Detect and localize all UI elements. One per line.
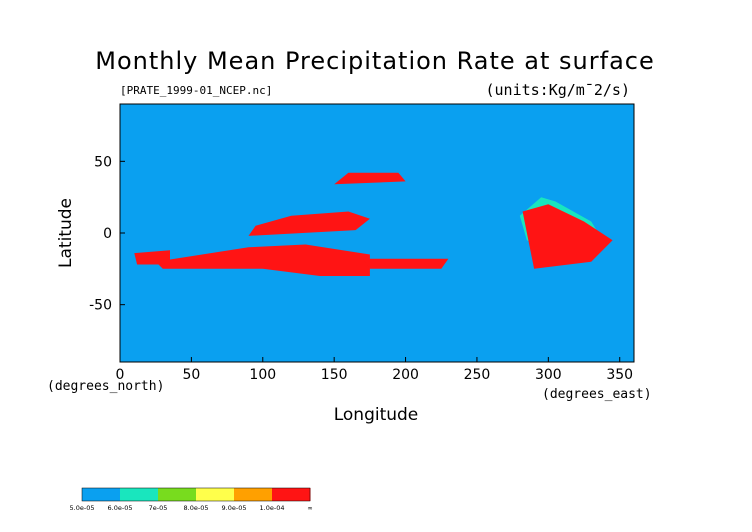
colorbar: 5.0e-05 6.0e-05 7e-05 8.0e-05 9.0e-05 1.0e-04… (70, 487, 313, 512)
x-tick-label-0: 0 (116, 367, 125, 383)
colorbar-swatch-2 (158, 488, 197, 501)
y-axis-ticks: 50 0 -50 (89, 154, 125, 314)
x-tick-label-50: 50 (182, 367, 200, 383)
x-tick-label-250: 250 (464, 367, 491, 383)
x-axis-label: Longitude (334, 405, 419, 425)
precip-region-3 (248, 211, 370, 236)
colorbar-swatch-3 (196, 488, 235, 501)
colorbar-swatch-4 (234, 488, 273, 501)
y-axis-unit-label: (degrees_north) (47, 379, 164, 394)
colorbar-label-3: 8.0e-05 (184, 504, 209, 512)
colorbar-label-6: ∞ (307, 504, 312, 512)
colorbar-label-0: 5.0e-05 (70, 504, 95, 512)
x-tick-label-300: 300 (535, 367, 562, 383)
x-axis-ticks: 0 50 100 150 200 250 300 350 (116, 357, 633, 383)
y-axis-label: Latitude (56, 198, 76, 268)
x-tick-label-200: 200 (392, 367, 419, 383)
colorbar-label-4: 9.0e-05 (222, 504, 247, 512)
colorbar-swatch-5 (272, 488, 311, 501)
x-tick-label-150: 150 (321, 367, 348, 383)
colorbar-label-2: 7e-05 (149, 504, 168, 512)
precip-region-6 (134, 250, 170, 265)
colorbar-swatch-0 (82, 488, 121, 501)
plot-area (119, 103, 635, 363)
chart-subtitle-file: [PRATE_1999-01_NCEP.nc] (120, 84, 272, 97)
colorbar-frame (81, 487, 311, 502)
x-axis-unit-label: (degrees_east) (542, 387, 652, 402)
chart-title: Monthly Mean Precipitation Rate at surfa… (95, 47, 655, 75)
x-tick-label-350: 350 (606, 367, 633, 383)
plot-inner (120, 104, 634, 362)
y-tick-label-0: 0 (103, 226, 112, 242)
precip-region-5 (362, 258, 449, 269)
y-tick-label--50: -50 (89, 298, 112, 314)
y-tick-label-50: 50 (94, 154, 112, 170)
precip-region-4 (334, 172, 406, 185)
colorbar-label-5: 1.0e-04 (260, 504, 285, 512)
precip-region-2 (155, 244, 370, 276)
precip-region-1 (522, 204, 613, 269)
x-tick-label-100: 100 (249, 367, 276, 383)
colorbar-label-1: 6.0e-05 (108, 504, 133, 512)
chart-subtitle-units: (units:Kg/m¯2/s) (486, 81, 631, 99)
colorbar-swatch-1 (120, 488, 159, 501)
